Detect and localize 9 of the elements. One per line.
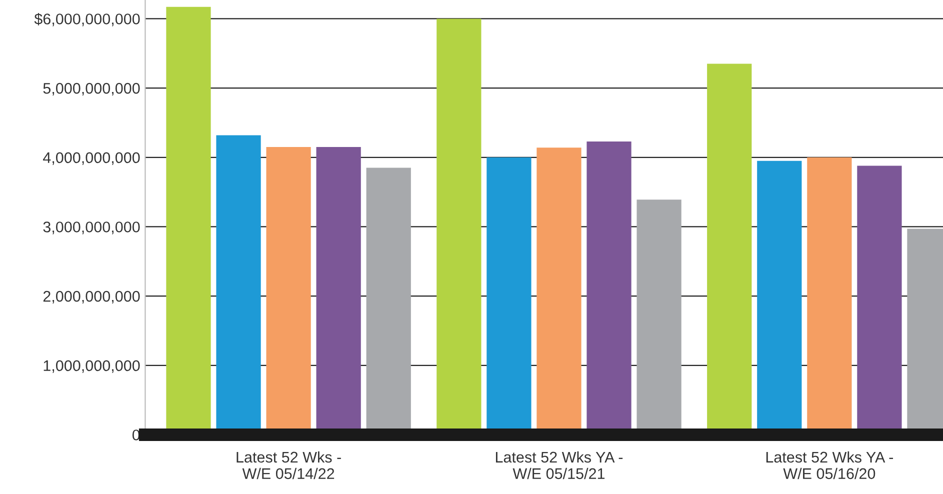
- x-tick-label: Latest 52 Wks YA - W/E 05/16/20: [766, 451, 894, 480]
- y-tick-label: 2,000,000,000: [43, 290, 140, 304]
- x-tick-label: Latest 52 Wks - W/E 05/14/22: [236, 451, 341, 480]
- y-tick-label: 4,000,000,000: [43, 152, 140, 165]
- y-tick-label: 3,000,000,000: [43, 222, 140, 234]
- y-tick-label: 1,000,000,000: [44, 360, 140, 373]
- x-tick-label: Latest 52 Wks YA - W/E 05/15/21: [496, 451, 623, 480]
- y-tick-label: $6,000,000,000: [34, 12, 140, 26]
- y-tick-label: 5,000,000,000: [43, 82, 140, 96]
